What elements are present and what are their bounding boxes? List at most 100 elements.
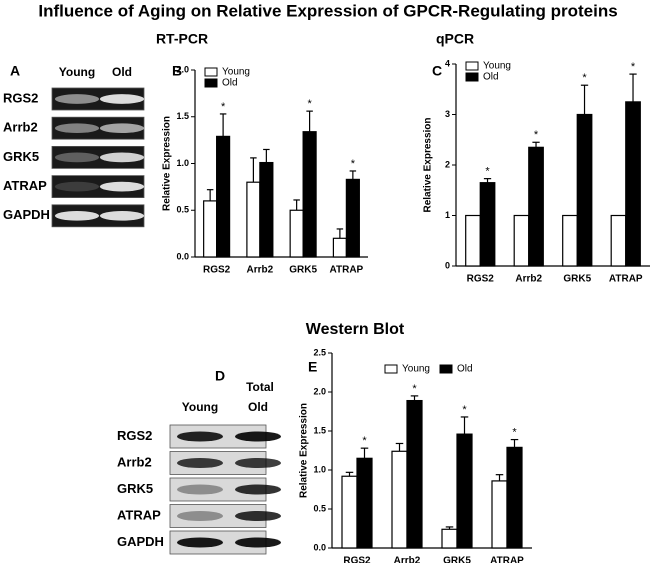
x-tick-label: RGS2 xyxy=(467,274,495,285)
legend-swatch xyxy=(384,364,398,374)
y-tick-label: 1.0 xyxy=(313,464,326,474)
gel-band xyxy=(176,484,224,495)
blot-row-label: GAPDH xyxy=(117,534,164,549)
y-tick-label: 2.5 xyxy=(313,347,326,357)
y-axis-label: Relative Expression xyxy=(423,117,434,212)
blot-row-label: Arrb2 xyxy=(117,454,152,469)
legend-swatch xyxy=(204,78,218,88)
legend-label: Old xyxy=(457,364,473,375)
bar xyxy=(391,450,408,549)
panel-label: E xyxy=(308,359,317,375)
gel-band xyxy=(176,457,224,469)
legend-swatch xyxy=(439,364,453,374)
blot-row-label: GAPDH xyxy=(3,207,50,222)
chart-title: RT-PCR xyxy=(156,31,208,47)
legend-swatch xyxy=(204,67,218,77)
bar xyxy=(356,457,373,549)
blot-column-label: Old xyxy=(112,65,132,79)
legend-swatch xyxy=(465,72,479,82)
blot-row-label: RGS2 xyxy=(3,90,38,105)
blot-row-label: ATRAP xyxy=(117,507,161,522)
legend-swatch xyxy=(465,61,479,71)
bar xyxy=(259,161,274,258)
x-tick-label: Arrb2 xyxy=(247,265,274,276)
gel-band xyxy=(54,181,100,192)
bar xyxy=(491,480,508,549)
y-tick-label: 2.0 xyxy=(313,386,326,396)
blot-row-label: GRK5 xyxy=(117,481,153,496)
bar xyxy=(465,214,481,267)
bar xyxy=(528,146,544,267)
y-tick-label: 0.0 xyxy=(313,542,326,552)
significance-marker: * xyxy=(512,426,517,438)
y-tick-label: 2 xyxy=(445,159,450,169)
bar xyxy=(302,131,317,258)
significance-marker: * xyxy=(462,404,467,416)
y-axis-label: Relative Expression xyxy=(162,116,173,211)
y-tick-label: 0.5 xyxy=(313,503,326,513)
chart-title: qPCR xyxy=(436,31,474,47)
y-tick-label: 0.5 xyxy=(176,205,189,215)
gel-band xyxy=(54,152,100,163)
bar xyxy=(406,399,423,549)
y-tick-label: 0 xyxy=(445,260,450,270)
significance-marker: * xyxy=(351,158,356,170)
legend-label: Young xyxy=(222,67,250,78)
section-title: Western Blot xyxy=(306,321,405,338)
gel-band xyxy=(176,537,224,548)
gel-band xyxy=(99,94,145,104)
bar xyxy=(456,433,473,549)
blot-row-label: GRK5 xyxy=(3,149,39,164)
gel-band xyxy=(54,94,100,104)
gel-band xyxy=(54,210,100,221)
bar xyxy=(332,237,347,258)
significance-marker: * xyxy=(582,72,587,84)
y-axis-label: Relative Expression xyxy=(299,403,310,498)
x-tick-label: Arrb2 xyxy=(515,274,542,285)
bar xyxy=(576,113,593,267)
gel-band xyxy=(234,484,282,495)
blot-column-label: Young xyxy=(59,65,95,79)
significance-marker: * xyxy=(362,435,367,447)
significance-marker: * xyxy=(412,383,417,395)
x-tick-label: GRK5 xyxy=(443,556,471,563)
bar xyxy=(246,181,261,258)
gel-band xyxy=(99,181,145,192)
bar xyxy=(341,475,358,549)
panel-label: D xyxy=(215,368,225,384)
significance-marker: * xyxy=(534,129,539,141)
y-tick-label: 3 xyxy=(445,109,450,119)
y-tick-label: 1 xyxy=(445,210,450,220)
blot-row-label: Arrb2 xyxy=(3,120,38,135)
legend-label: Young xyxy=(483,61,511,72)
bar xyxy=(610,214,627,267)
panel-label: B xyxy=(172,63,182,79)
x-tick-label: Arrb2 xyxy=(394,556,421,563)
gel-band xyxy=(99,123,145,134)
blot-header: Total xyxy=(246,380,274,394)
figure-title: Influence of Aging on Relative Expressio… xyxy=(38,1,617,20)
gel-band xyxy=(234,510,282,522)
bar xyxy=(513,214,530,267)
panel-label: C xyxy=(432,63,442,79)
bar xyxy=(625,101,641,267)
bar xyxy=(203,200,218,258)
y-tick-label: 2.0 xyxy=(176,64,189,74)
bar xyxy=(216,135,231,258)
gel-band xyxy=(234,431,282,442)
y-tick-label: 1.0 xyxy=(176,158,189,168)
blot-row-label: RGS2 xyxy=(117,428,152,443)
gel-band xyxy=(176,510,224,522)
x-tick-label: ATRAP xyxy=(609,274,643,285)
bar xyxy=(479,182,496,267)
gel-band xyxy=(99,152,145,163)
legend-label: Young xyxy=(402,364,430,375)
gel-band xyxy=(54,123,100,134)
bar xyxy=(345,178,360,258)
bar xyxy=(289,209,304,258)
bar xyxy=(441,528,458,549)
y-tick-label: 1.5 xyxy=(313,425,326,435)
bar xyxy=(506,446,523,549)
x-tick-label: GRK5 xyxy=(563,274,591,285)
